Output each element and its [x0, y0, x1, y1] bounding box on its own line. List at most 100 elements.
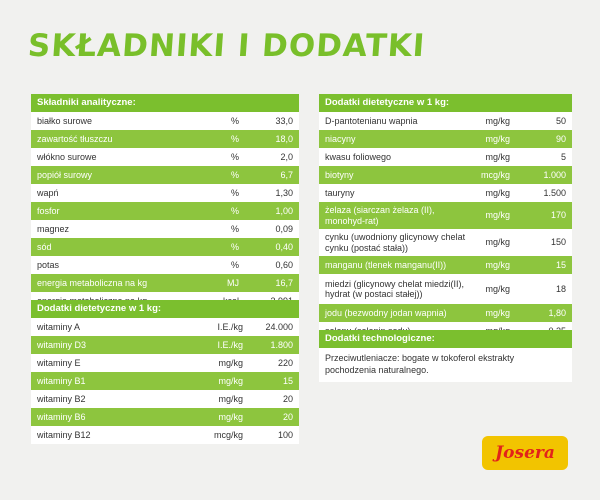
row-unit: mg/kg: [485, 151, 510, 162]
vitamins-panel: Dodatki dietetyczne w 1 kg: witaminy A I…: [31, 300, 299, 444]
table-row: białko surowe % 33,0: [31, 112, 299, 130]
row-value: 18: [555, 283, 566, 294]
table-row: energia metaboliczna na kg MJ 16,7: [31, 274, 299, 292]
table-row: witaminy B1 mg/kg 15: [31, 372, 299, 390]
row-unit: %: [230, 115, 239, 126]
row-value: 90: [555, 133, 566, 144]
row-name: zawartość tłuszczu: [37, 133, 113, 144]
dietary-additives-heading: Dodatki dietetyczne w 1 kg:: [319, 94, 572, 112]
row-unit: mg/kg: [485, 237, 510, 248]
table-row: witaminy B2 mg/kg 20: [31, 390, 299, 408]
row-unit: %: [230, 151, 239, 162]
row-unit: %: [230, 223, 239, 234]
analytic-constituents-panel: Składniki analityczne: białko surowe % 3…: [31, 94, 299, 310]
row-value: 50: [555, 115, 566, 126]
row-unit: mg/kg: [485, 283, 510, 294]
table-row: miedzi (glicynowy chelat miedzi(II), hyd…: [319, 274, 572, 304]
row-value: 16,7: [275, 277, 293, 288]
row-value: 15: [282, 375, 293, 386]
row-value: 100: [277, 429, 293, 440]
table-row: witaminy B12 mcg/kg 100: [31, 426, 299, 444]
table-row: fosfor % 1,00: [31, 202, 299, 220]
row-name: niacyny: [325, 133, 356, 144]
table-row: manganu (tlenek manganu(II)) mg/kg 15: [319, 256, 572, 274]
row-value: 18,0: [275, 133, 293, 144]
table-row: niacyny mg/kg 90: [319, 130, 572, 148]
table-row: kwasu foliowego mg/kg 5: [319, 148, 572, 166]
row-name: miedzi (glicynowy chelat miedzi(II), hyd…: [325, 278, 465, 299]
table-row: cynku (uwodniony glicynowy chelat cynku …: [319, 229, 572, 256]
row-name: wapń: [37, 187, 59, 198]
table-row: żelaza (siarczan żelaza (II), monohyd-ra…: [319, 202, 572, 229]
row-value: 24.000: [265, 321, 293, 332]
table-row: witaminy D3 I.E./kg 1.800: [31, 336, 299, 354]
row-unit: mg/kg: [485, 187, 510, 198]
table-row: sód % 0,40: [31, 238, 299, 256]
row-unit: %: [230, 205, 239, 216]
row-name: fosfor: [37, 205, 60, 216]
table-row: popiół surowy % 6,7: [31, 166, 299, 184]
row-unit: %: [230, 169, 239, 180]
row-value: 33,0: [275, 115, 293, 126]
row-name: witaminy A: [37, 321, 81, 332]
table-row: biotyny mcg/kg 1.000: [319, 166, 572, 184]
row-unit: mcg/kg: [480, 169, 510, 180]
row-name: cynku (uwodniony glicynowy chelat cynku …: [325, 232, 466, 253]
row-name: witaminy E: [37, 357, 81, 368]
table-row: jodu (bezwodny jodan wapnia) mg/kg 1,80: [319, 304, 572, 322]
row-name: jodu (bezwodny jodan wapnia): [325, 307, 447, 318]
table-row: wapń % 1,30: [31, 184, 299, 202]
table-row: potas % 0,60: [31, 256, 299, 274]
row-name: magnez: [37, 223, 70, 234]
row-unit: I.E./kg: [217, 339, 243, 350]
row-unit: MJ: [227, 277, 239, 288]
row-name: żelaza (siarczan żelaza (II), monohyd-ra…: [325, 205, 435, 226]
row-value: 2,0: [280, 151, 293, 162]
table-row: włókno surowe % 2,0: [31, 148, 299, 166]
logo-text: Josera: [495, 443, 555, 463]
row-unit: mg/kg: [218, 357, 243, 368]
row-name: włókno surowe: [37, 151, 97, 162]
technological-additives-panel: Dodatki technologiczne: Przeciwutleniacz…: [319, 330, 572, 383]
vitamins-heading: Dodatki dietetyczne w 1 kg:: [31, 300, 299, 318]
row-value: 1.000: [543, 169, 566, 180]
technological-text: Przeciwutleniacze: bogate w tokoferol ek…: [325, 353, 515, 375]
row-name: białko surowe: [37, 115, 93, 126]
row-name: kwasu foliowego: [325, 151, 392, 162]
row-value: 150: [550, 237, 566, 248]
row-value: 0,60: [275, 259, 293, 270]
row-unit: mg/kg: [485, 259, 510, 270]
table-row: witaminy A I.E./kg 24.000: [31, 318, 299, 336]
table-row: witaminy E mg/kg 220: [31, 354, 299, 372]
table-row: magnez % 0,09: [31, 220, 299, 238]
row-value: 1,80: [548, 307, 566, 318]
row-value: 1.500: [543, 187, 566, 198]
row-unit: mg/kg: [218, 375, 243, 386]
row-unit: %: [230, 133, 239, 144]
row-name: sód: [37, 241, 52, 252]
row-name: witaminy B12: [37, 429, 91, 440]
row-value: 5: [560, 151, 566, 162]
dietary-additives-panel: Dodatki dietetyczne w 1 kg: D-pantotenia…: [319, 94, 572, 340]
josera-logo: Josera: [482, 436, 568, 470]
row-value: 170: [550, 210, 566, 221]
table-row: witaminy B6 mg/kg 20: [31, 408, 299, 426]
row-name: popiół surowy: [37, 169, 93, 180]
row-name: witaminy B2: [37, 393, 86, 404]
row-value: 0,40: [275, 241, 293, 252]
row-name: witaminy B1: [37, 375, 86, 386]
row-name: potas: [37, 259, 60, 270]
row-value: 20: [282, 411, 293, 422]
row-name: witaminy B6: [37, 411, 86, 422]
table-row: D-pantotenianu wapnia mg/kg 50: [319, 112, 572, 130]
row-unit: mg/kg: [485, 210, 510, 221]
row-unit: %: [230, 187, 239, 198]
row-value: 6,7: [280, 169, 293, 180]
row-name: manganu (tlenek manganu(II)): [325, 259, 447, 270]
row-unit: mg/kg: [218, 393, 243, 404]
row-value: 1.800: [270, 339, 293, 350]
row-value: 1,30: [275, 187, 293, 198]
row-unit: mg/kg: [218, 411, 243, 422]
page-title: SKŁADNIKI I DODATKI: [26, 28, 427, 64]
row-unit: mg/kg: [485, 133, 510, 144]
